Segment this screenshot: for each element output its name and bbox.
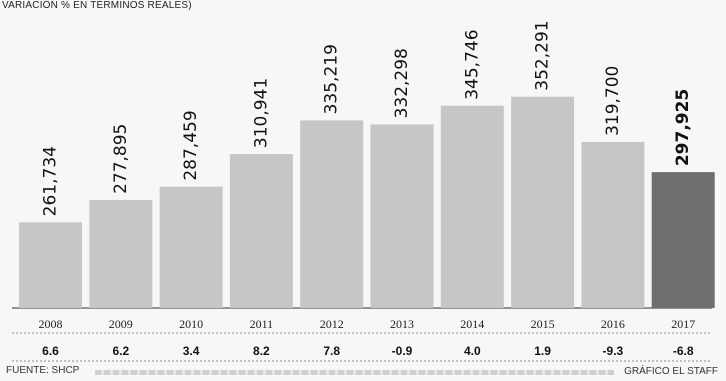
year-tick-label: 2015 bbox=[531, 317, 555, 331]
bar-2016 bbox=[581, 141, 645, 308]
bar-2010 bbox=[159, 186, 223, 308]
value-label: 319,700 bbox=[603, 66, 623, 136]
year-tick-label: 2012 bbox=[320, 317, 344, 331]
year-tick-label: 2017 bbox=[671, 317, 695, 331]
value-label: 310,941 bbox=[251, 78, 271, 148]
value-label: 277,895 bbox=[111, 124, 131, 194]
value-label: 261,734 bbox=[41, 146, 61, 216]
bar-2012 bbox=[300, 120, 364, 308]
value-label: 335,219 bbox=[322, 44, 342, 114]
variation-label: 7.8 bbox=[323, 344, 340, 358]
value-label: 287,459 bbox=[181, 110, 201, 180]
source-label: FUENTE: SHCP bbox=[6, 365, 80, 376]
bar-2008 bbox=[19, 222, 82, 308]
value-label: 352,291 bbox=[533, 20, 553, 90]
bar-2011 bbox=[229, 154, 293, 308]
bar-2017 bbox=[651, 172, 715, 308]
variation-label: 1.9 bbox=[534, 344, 551, 358]
year-tick-label: 2016 bbox=[601, 317, 625, 331]
credit-label: GRÁFICO EL STAFF bbox=[624, 366, 718, 377]
year-tick-label: 2011 bbox=[250, 317, 274, 331]
footer-band bbox=[95, 370, 614, 375]
variation-label: 6.2 bbox=[112, 344, 129, 358]
variation-label: -6.8 bbox=[673, 344, 694, 358]
year-tick-label: 2009 bbox=[109, 317, 133, 331]
year-tick-label: 2013 bbox=[390, 317, 414, 331]
variation-label: 8.2 bbox=[253, 344, 270, 358]
variation-label: -9.3 bbox=[603, 344, 624, 358]
value-label: 332,298 bbox=[392, 48, 412, 118]
variation-label: 6.6 bbox=[42, 344, 59, 358]
bar-2013 bbox=[370, 124, 434, 308]
year-tick-label: 2010 bbox=[179, 317, 203, 331]
variation-label: 3.4 bbox=[183, 344, 200, 358]
bar-2015 bbox=[511, 96, 575, 309]
variation-label: 4.0 bbox=[464, 344, 481, 358]
value-label: 297,925 bbox=[673, 89, 693, 166]
chart-subtitle: VARIACIÓN % EN TÉRMINOS REALES) bbox=[2, 0, 192, 11]
year-tick-label: 2008 bbox=[39, 317, 63, 331]
year-tick-label: 2014 bbox=[460, 317, 484, 331]
variation-label: -0.9 bbox=[392, 344, 413, 358]
value-label: 345,746 bbox=[462, 29, 482, 99]
bar-2014 bbox=[440, 105, 504, 308]
bar-2009 bbox=[89, 199, 153, 308]
